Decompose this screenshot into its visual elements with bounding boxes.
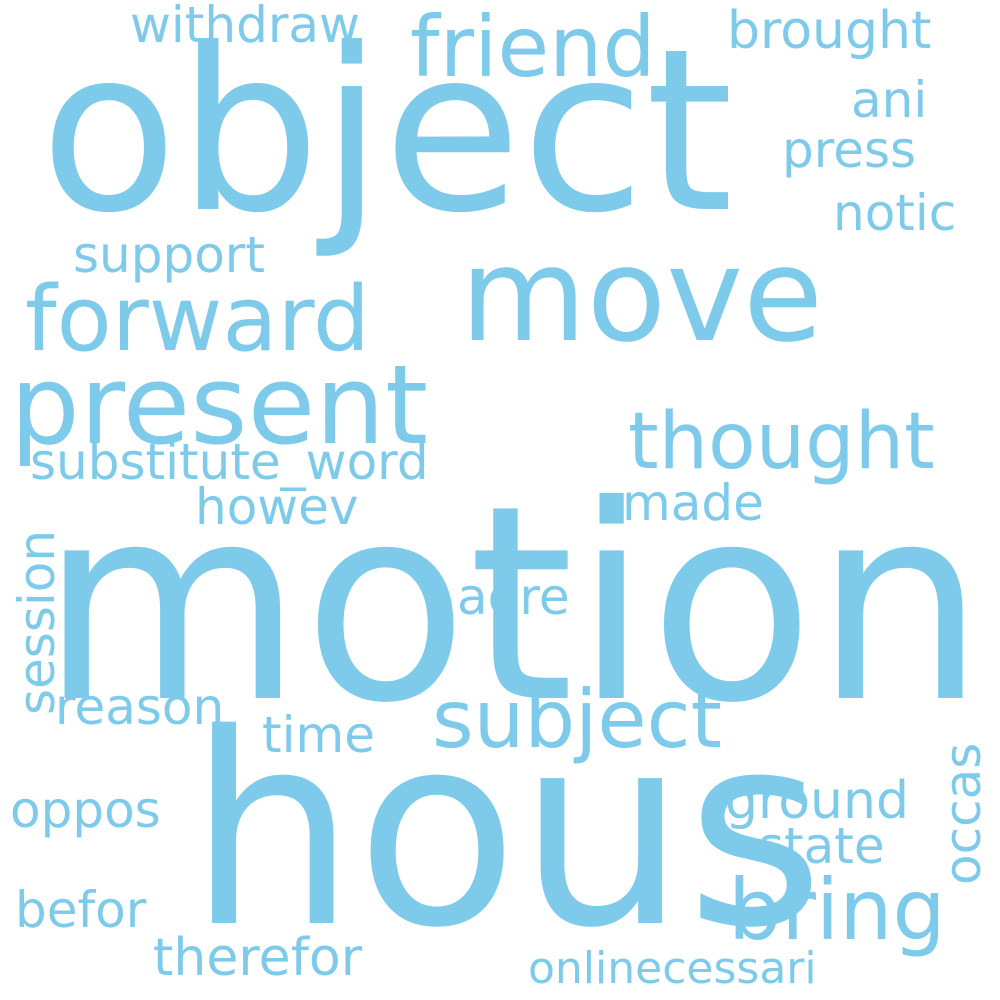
word-withdraw: withdraw [130,0,360,54]
word-made: made [622,474,764,532]
word-therefor: therefor [153,928,363,988]
word-thought: thought [628,397,935,487]
word-occas: occas [934,742,992,885]
word-move: move [460,219,824,371]
word-befor: befor [15,881,147,939]
word-friend: friend [410,0,656,96]
word-bring: bring [728,861,946,959]
word-hous: hous [188,678,825,986]
word-howev: howev [195,478,359,536]
word-notic: notic [833,184,957,242]
word-present: present [10,341,429,469]
word-substitute-word: substitute_word [30,433,429,491]
word-ground: ground [725,771,909,831]
word-brought: brought [727,1,932,61]
word-forward: forward [25,267,371,372]
word-ani: ani [851,71,928,129]
word-agre: agre [457,568,570,626]
word-time: time [262,706,375,764]
word-oppos: oppos [10,781,161,839]
word-motion: motion [40,447,986,762]
word-press: press [782,121,917,179]
word-subject: subject [432,673,722,766]
word-object: object [40,1,734,263]
word-state: state [758,817,885,875]
word-support: support [73,226,265,284]
word-reason: reason [55,678,225,736]
word-onlinecessari: onlinecessari [528,943,817,994]
